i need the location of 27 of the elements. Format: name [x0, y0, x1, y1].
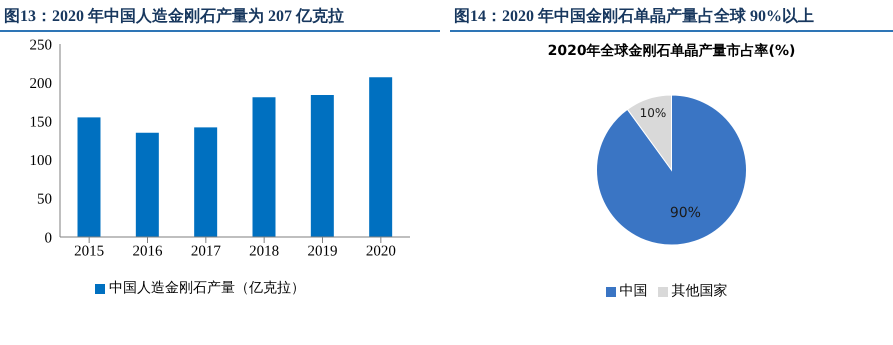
y-tick-label: 200: [30, 76, 52, 92]
chart-title: 图14：2020 年中国金刚石单晶产量占全球 90%以上: [450, 0, 893, 32]
bar: [310, 94, 334, 237]
chart-subtitle: 2020年全球金刚石单晶产量市占率(%): [546, 42, 796, 60]
x-tick-label: 2016: [132, 244, 163, 260]
legend-label: 中国: [620, 284, 648, 299]
bar: [369, 77, 392, 237]
bar: [136, 132, 159, 237]
legend-label: 其他国家: [672, 284, 728, 299]
y-tick-label: 0: [44, 230, 52, 246]
x-tick-label: 2019: [308, 244, 338, 260]
y-tick-label: 100: [30, 153, 52, 170]
y-tick-label: 150: [30, 114, 52, 131]
x-tick-label: 2017: [190, 244, 222, 260]
bar: [78, 117, 100, 237]
bar: [252, 97, 276, 237]
x-tick-label: 2018: [249, 244, 280, 260]
y-tick-label: 250: [30, 37, 52, 54]
chart-title: 图13：2020 年中国人造金刚石产量为 207 亿克拉: [0, 0, 440, 32]
bar: [194, 127, 218, 237]
x-tick-label: 2020: [366, 244, 396, 260]
y-tick-label: 50: [37, 192, 52, 208]
pie-slice: [596, 94, 747, 246]
x-tick-label: 2015: [74, 244, 104, 260]
data-label: 10%: [640, 106, 666, 120]
legend-label: 中国人造金刚石产量（亿克拉）: [109, 281, 305, 296]
data-label: 90%: [670, 204, 701, 221]
